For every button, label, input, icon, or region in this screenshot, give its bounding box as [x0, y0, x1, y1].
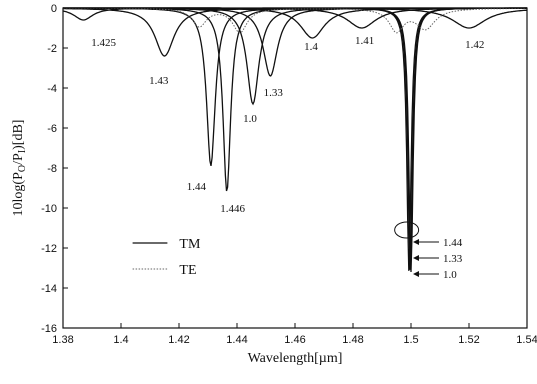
y-tick-label: 0: [51, 3, 57, 15]
annotation-arrowhead: [413, 271, 419, 277]
series-label: 1.4: [304, 41, 318, 53]
series-labels: 1.425 1.43 1.44 1.446 1.0 1.33 1.4 1.41 1.42: [91, 35, 484, 215]
series-line: [63, 7, 527, 270]
y-tick-label: -16: [41, 323, 57, 335]
annotations: 1.44 1.33 1.0: [394, 221, 463, 281]
y-tick-label: -8: [47, 163, 57, 175]
series-label: 1.41: [355, 35, 374, 47]
y-axis-label-base: 10log(P: [11, 172, 26, 217]
series-label: 1.33: [264, 87, 284, 99]
series-lines: [62, 7, 528, 273]
x-axis-ticks: 1.38 1.4 1.42 1.44 1.46 1.48 1.5 1.52 1.54: [52, 323, 537, 346]
series-label: 1.425: [91, 37, 116, 49]
x-tick-label: 1.5: [403, 334, 418, 346]
y-axis-label-end: )[dB]: [11, 120, 26, 150]
x-tick-label: 1.38: [52, 334, 73, 346]
x-tick-label: 1.52: [458, 334, 479, 346]
series-line: [63, 7, 527, 273]
x-tick-label: 1.44: [226, 334, 247, 346]
legend-label: TM: [179, 237, 201, 252]
x-tick-label: 1.4: [113, 334, 128, 346]
y-axis-ticks: 0 -2 -4 -6 -8 -10 -12 -14 -16: [41, 3, 68, 335]
series-label: 1.446: [220, 203, 245, 215]
series-label: 1.42: [465, 39, 484, 51]
annotation-label: 1.0: [443, 269, 457, 281]
y-tick-label: -4: [47, 83, 57, 95]
series-label: 1.0: [243, 113, 257, 125]
x-tick-label: 1.54: [516, 334, 537, 346]
series-line: [63, 7, 527, 271]
y-tick-label: -14: [41, 283, 57, 295]
y-axis-label-sub2: I: [17, 150, 28, 153]
annotation-label: 1.33: [443, 253, 463, 265]
x-tick-label: 1.42: [168, 334, 189, 346]
annotation-label: 1.44: [443, 237, 463, 249]
y-axis-label: 10log(PO/PI)[dB]: [11, 120, 28, 217]
series-line: [63, 7, 527, 192]
series-label: 1.43: [149, 75, 169, 87]
y-axis-label-sub1: O: [17, 165, 28, 172]
series-line: [63, 7, 527, 34]
plot-frame: [62, 7, 528, 329]
highlight-ellipse: [394, 221, 420, 239]
x-tick-label: 1.46: [284, 334, 305, 346]
x-tick-label: 1.48: [342, 334, 363, 346]
series-label: 1.44: [187, 181, 207, 193]
series-line: [63, 7, 527, 167]
y-tick-label: -6: [47, 123, 57, 135]
y-tick-label: -12: [41, 243, 57, 255]
y-tick-label: -10: [41, 203, 57, 215]
legend: TM TE: [132, 237, 201, 278]
x-axis-label: Wavelength[µm]: [248, 351, 343, 366]
annotation-arrowhead: [413, 255, 419, 261]
y-axis-label-mid: /P: [11, 153, 26, 165]
y-tick-label: -2: [47, 43, 57, 55]
legend-label: TE: [179, 263, 196, 278]
annotation-arrowhead: [413, 239, 419, 245]
series-line: [63, 7, 527, 77]
